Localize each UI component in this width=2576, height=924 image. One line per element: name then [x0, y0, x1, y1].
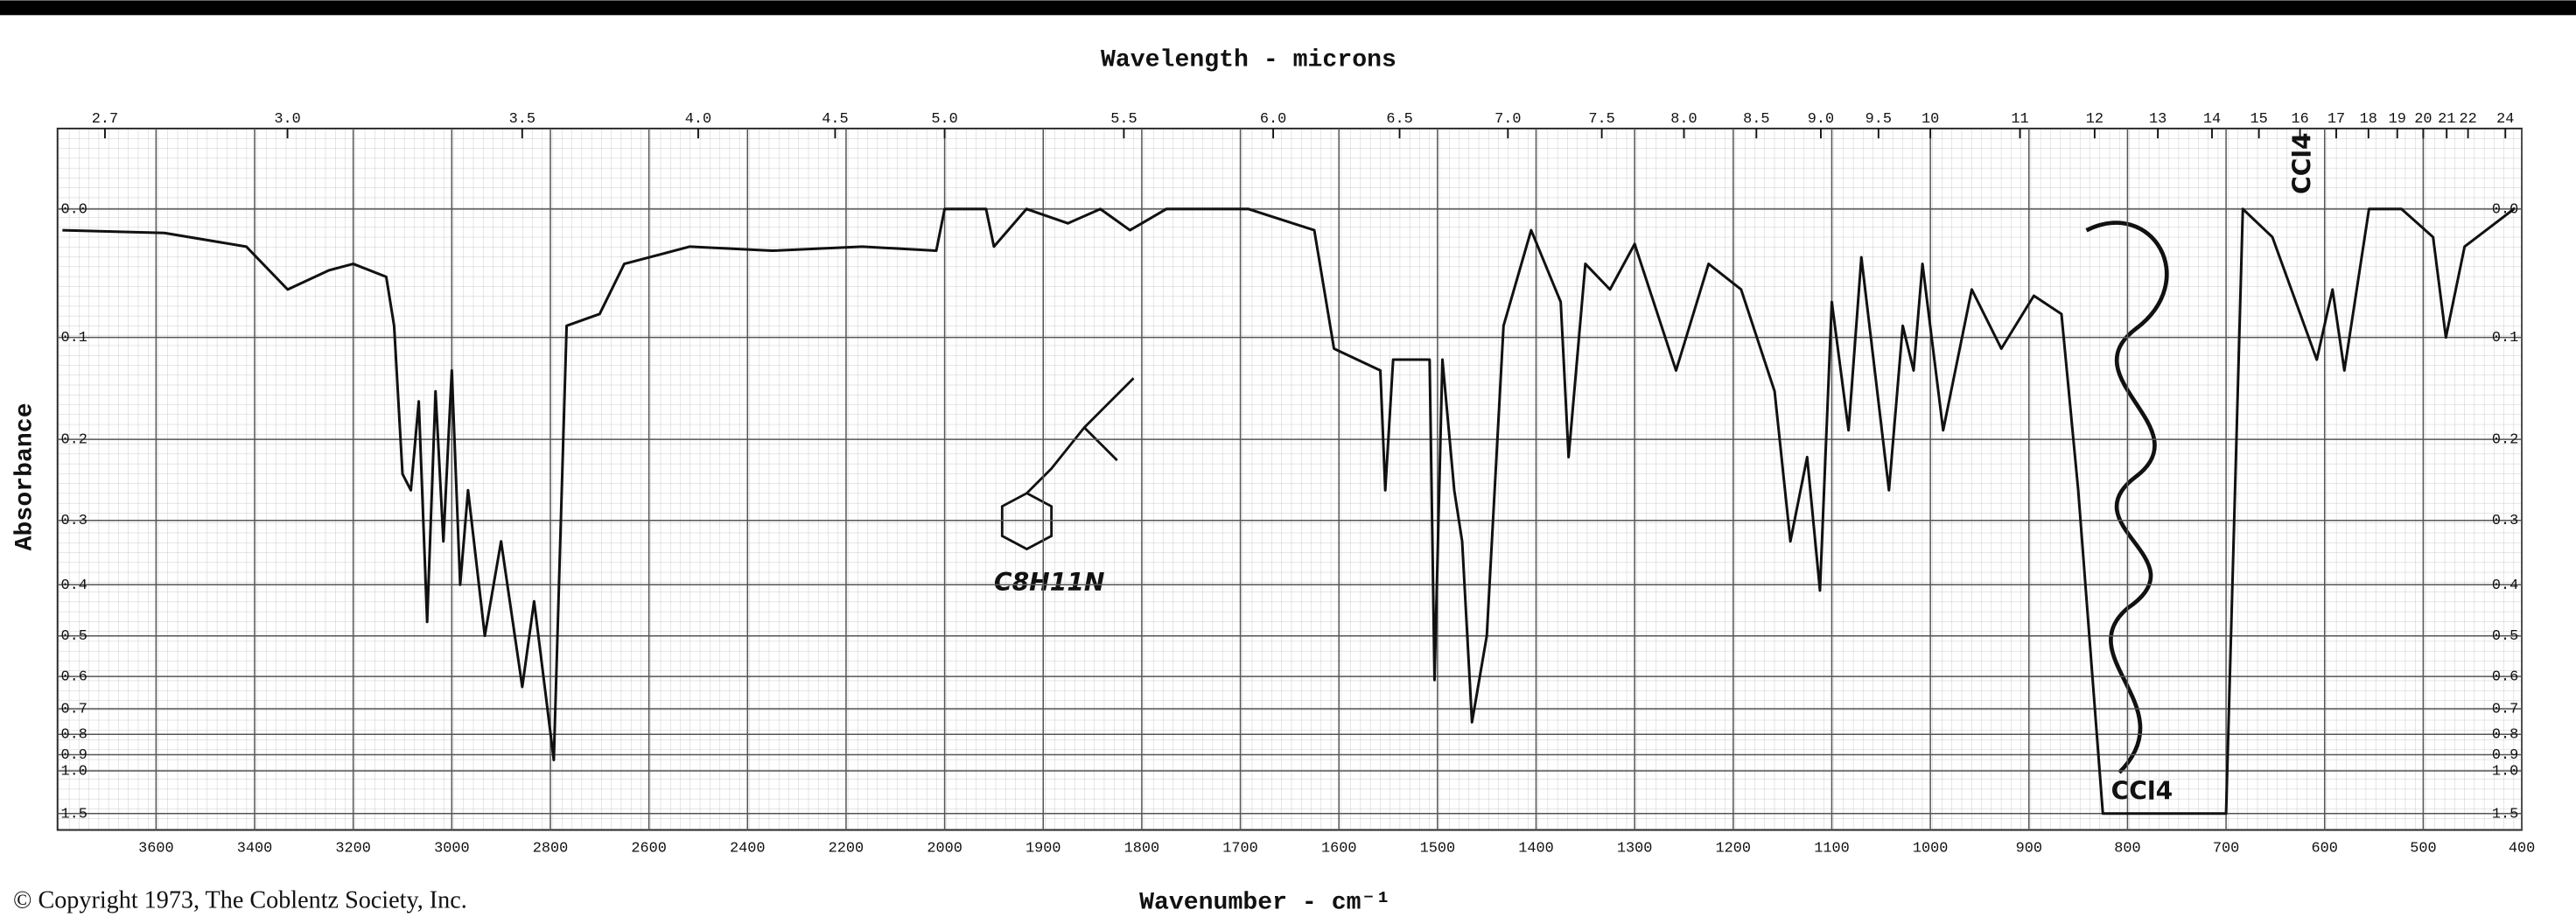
- top-tick-label: 8.5: [1743, 111, 1769, 128]
- x-tick-label: 800: [2114, 841, 2140, 858]
- y-tick-label: 0.8: [2492, 727, 2518, 744]
- top-tick-label: 9.5: [1866, 111, 1892, 128]
- x-axis-title: Wavenumber - cm⁻¹: [1139, 890, 1390, 917]
- top-tick-label: 17: [2328, 111, 2345, 128]
- y-tick-label: 0.0: [2492, 201, 2518, 218]
- y-axis-title: Absorbance: [12, 402, 39, 550]
- x-tick-label: 2800: [533, 841, 569, 858]
- x-tick-label: 1000: [1913, 841, 1949, 858]
- y-tick-label: 0.6: [60, 669, 87, 686]
- y-tick-label: 0.7: [2492, 701, 2518, 718]
- x-tick-label: 3400: [237, 841, 273, 858]
- top-tick-label: 21: [2438, 111, 2455, 128]
- x-tick-label: 1400: [1518, 841, 1554, 858]
- top-tick-label: 12: [2086, 111, 2104, 128]
- top-tick-label: 19: [2389, 111, 2406, 128]
- spectrum-line: [62, 207, 2515, 816]
- top-tick-label: 24: [2496, 111, 2514, 128]
- y-tick-label: 1.5: [60, 806, 87, 822]
- scan-border: [0, 0, 2576, 16]
- top-tick-label: 7.0: [1494, 111, 1521, 128]
- plot-frame: [56, 127, 2523, 831]
- y-tick-label: 1.0: [2492, 763, 2518, 780]
- y-tick-label: 0.7: [60, 701, 87, 718]
- x-tick-label: 900: [2016, 841, 2042, 858]
- x-tick-label: 500: [2410, 841, 2436, 858]
- top-axis-title: Wavelength - microns: [1101, 46, 1396, 74]
- y-tick-label: 0.4: [2492, 578, 2518, 594]
- x-tick-label: 2400: [730, 841, 766, 858]
- hand-trace: [2085, 220, 2169, 774]
- top-tick-label: 8.0: [1670, 111, 1697, 128]
- y-tick-label: 0.8: [60, 727, 87, 744]
- top-tick-label: 20: [2414, 111, 2432, 128]
- copyright: © Copyright 1973, The Coblentz Society, …: [13, 887, 467, 914]
- y-tick-label: 0.2: [2492, 432, 2518, 449]
- top-tick-label: 4.0: [685, 111, 711, 128]
- top-tick-label: 13: [2149, 111, 2166, 128]
- top-tick-label: 16: [2291, 111, 2308, 128]
- annotation: C8H11N: [994, 568, 1105, 597]
- y-tick-label: 0.5: [60, 628, 87, 645]
- y-tick-label: 0.1: [2492, 330, 2518, 346]
- x-tick-label: 3600: [138, 841, 174, 858]
- top-tick-label: 7.5: [1588, 111, 1614, 128]
- top-tick-label: 6.0: [1260, 111, 1286, 128]
- x-tick-label: 600: [2312, 841, 2338, 858]
- x-tick-label: 2600: [631, 841, 667, 858]
- top-tick-label: 10: [1922, 111, 1939, 128]
- y-tick-label: 0.2: [60, 432, 87, 449]
- y-tick-label: 0.1: [60, 330, 87, 346]
- top-tick-label: 9.0: [1808, 111, 1834, 128]
- top-tick-label: 22: [2459, 111, 2476, 128]
- x-tick-label: 400: [2509, 841, 2535, 858]
- y-tick-label: 0.9: [2492, 747, 2518, 764]
- top-tick-label: 5.0: [931, 111, 957, 128]
- x-tick-label: 3000: [434, 841, 470, 858]
- x-tick-label: 700: [2213, 841, 2239, 858]
- top-tick-label: 14: [2203, 111, 2221, 128]
- x-tick-label: 1100: [1814, 841, 1850, 858]
- y-tick-label: 0.0: [60, 201, 87, 218]
- top-tick-label: 2.7: [92, 111, 118, 128]
- top-tick-label: 4.5: [822, 111, 848, 128]
- y-tick-label: 1.5: [2492, 806, 2518, 822]
- top-tick-label: 18: [2360, 111, 2377, 128]
- x-tick-label: 2200: [829, 841, 864, 858]
- y-tick-label: 0.6: [2492, 669, 2518, 686]
- x-tick-label: 1800: [1124, 841, 1160, 858]
- x-tick-label: 2000: [927, 841, 962, 858]
- x-tick-label: 1600: [1321, 841, 1357, 858]
- top-tick-label: 11: [2011, 111, 2028, 128]
- y-tick-label: 0.3: [2492, 513, 2518, 529]
- x-tick-label: 1700: [1222, 841, 1258, 858]
- x-tick-label: 1200: [1716, 841, 1752, 858]
- x-tick-label: 1300: [1617, 841, 1653, 858]
- x-tick-label: 1500: [1420, 841, 1456, 858]
- y-tick-label: 0.9: [60, 747, 87, 764]
- top-tick-label: 6.5: [1386, 111, 1412, 128]
- top-tick-label: 5.5: [1110, 111, 1137, 128]
- annotation: CCl4: [2111, 776, 2174, 805]
- top-tick-label: 15: [2250, 111, 2268, 128]
- x-tick-label: 1900: [1026, 841, 1061, 858]
- y-tick-label: 0.4: [60, 578, 87, 594]
- annotation: CCl4: [2287, 132, 2316, 194]
- y-tick-label: 0.5: [2492, 628, 2518, 645]
- top-tick-label: 3.5: [509, 111, 536, 128]
- x-tick-label: 3200: [335, 841, 371, 858]
- y-tick-label: 1.0: [60, 763, 87, 780]
- y-tick-label: 0.3: [60, 513, 87, 529]
- top-tick-label: 3.0: [274, 111, 300, 128]
